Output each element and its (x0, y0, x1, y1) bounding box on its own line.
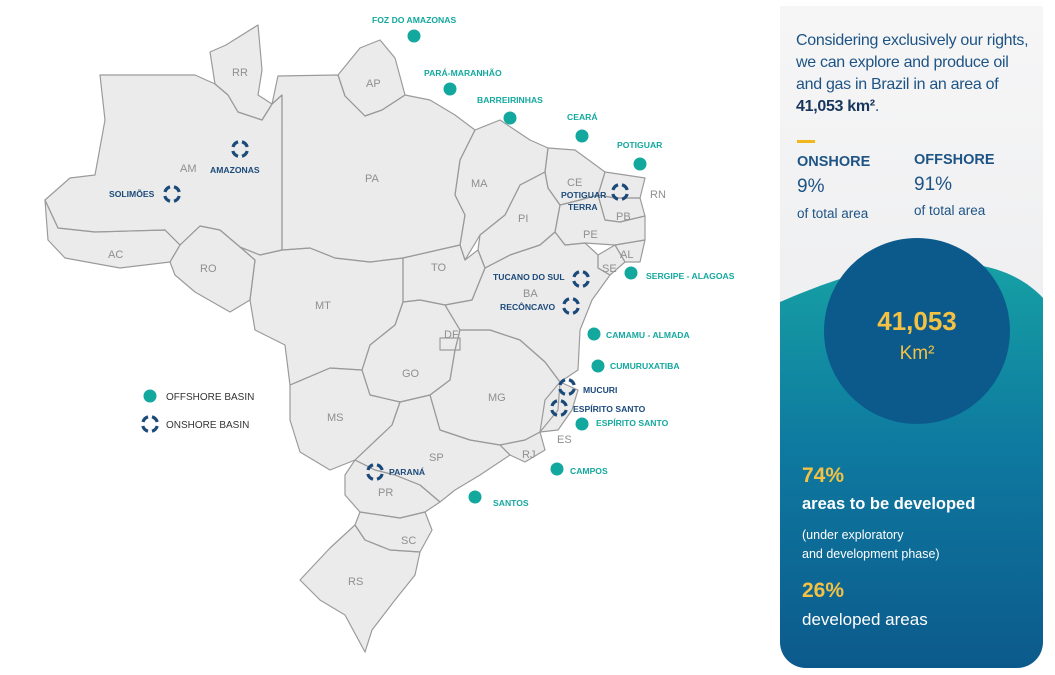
to-develop-note-1: (under exploratory (802, 528, 904, 542)
basin-sergipe-label: SERGIPE - ALAGOAS (646, 271, 735, 281)
offshore-basin-marker[interactable] (503, 111, 517, 125)
label-ro: RO (200, 263, 217, 275)
offshore-basins: FOZ DO AMAZONAS PARÁ-MARANHÃO BARREIRINH… (372, 15, 735, 508)
basin-solimoes-label: SOLIMÕES (109, 189, 155, 199)
onshore-heading: ONSHORE (797, 154, 871, 170)
basin-tucano-label: TUCANO DO SUL (493, 272, 565, 282)
basin-potiguar-terra-label-2: TERRA (568, 202, 598, 212)
offshore-basin-marker[interactable] (624, 266, 638, 280)
offshore-basin-marker[interactable] (443, 82, 457, 96)
label-rs: RS (348, 576, 363, 588)
basin-para-label: PARÁ-MARANHÃO (424, 68, 502, 78)
brazil-map-svg: RR AP AM PA MA CE RN PB PI PE AL SE AC R… (44, 15, 735, 653)
basin-esp-label: ESPÍRITO SANTO (596, 418, 669, 428)
offshore-basin-marker[interactable] (591, 359, 605, 373)
legend-offshore-label: OFFSHORE BASIN (166, 392, 254, 403)
basin-reconcavo-label: RECÔNCAVO (500, 301, 556, 312)
circle-area-unit: Km² (899, 343, 935, 364)
label-ba: BA (523, 288, 538, 300)
basin-parana-label: PARANÁ (389, 467, 425, 477)
label-ap: AP (366, 78, 381, 90)
to-develop-note-2: and development phase) (802, 547, 940, 561)
brazil-basins-map: RR AP AM PA MA CE RN PB PI PE AL SE AC R… (44, 15, 735, 653)
map-legend: OFFSHORE BASIN ONSHORE BASIN (141, 389, 254, 433)
state-borders (44, 24, 646, 653)
area-info-panel: Considering exclusively our rights, we c… (780, 6, 1043, 668)
basin-santos-label: SANTOS (493, 498, 529, 508)
offshore-basin-marker[interactable] (407, 29, 421, 43)
onshore-percent: 9% (797, 176, 825, 197)
basin-potiguar-terra-label-1: POTIGUAR (561, 190, 607, 200)
label-rj: RJ (522, 449, 535, 461)
basin-camamu-label: CAMAMU - ALMADA (606, 330, 690, 340)
offshore-basin-marker[interactable] (550, 462, 564, 476)
label-df: DF (444, 329, 459, 341)
label-pb: PB (616, 211, 631, 223)
basin-campos-label: CAMPOS (570, 466, 608, 476)
basin-potiguar-label: POTIGUAR (617, 140, 663, 150)
label-pr: PR (378, 487, 393, 499)
label-am: AM (180, 163, 197, 175)
basin-cumuru-label: CUMURUXATIBA (610, 361, 680, 371)
panel-background (780, 6, 1043, 668)
basin-mucuri-label: MUCURI (583, 385, 617, 395)
label-pa: PA (365, 173, 380, 185)
offshore-heading: OFFSHORE (914, 152, 995, 168)
offshore-basin-marker[interactable] (575, 417, 589, 431)
to-develop-label: areas to be developed (802, 495, 976, 513)
accent-dash (797, 140, 815, 143)
intro-text: Considering exclusively our rights, we c… (796, 30, 1032, 118)
states-layer (44, 24, 646, 653)
legend-offshore-icon (143, 389, 157, 403)
label-ce: CE (567, 177, 582, 189)
offshore-basin-marker[interactable] (587, 327, 601, 341)
offshore-subtext: of total area (914, 203, 986, 218)
onshore-subtext: of total area (797, 206, 869, 221)
developed-label: developed areas (802, 610, 928, 629)
intro-end: . (874, 98, 879, 115)
offshore-basin-marker[interactable] (468, 490, 482, 504)
label-al: AL (620, 249, 633, 261)
label-rn: RN (650, 189, 666, 201)
basin-foz-label: FOZ DO AMAZONAS (372, 15, 456, 25)
intro-sentence: Considering exclusively our rights, we c… (796, 32, 1029, 93)
label-ma: MA (471, 178, 488, 190)
label-ac: AC (108, 249, 123, 261)
label-to: TO (431, 262, 447, 274)
label-go: GO (402, 368, 420, 380)
label-mt: MT (315, 300, 331, 312)
label-pi: PI (518, 213, 528, 225)
legend-onshore-label: ONSHORE BASIN (166, 420, 249, 431)
label-se: SE (602, 263, 617, 275)
label-sc: SC (401, 535, 416, 547)
label-rr: RR (232, 67, 248, 79)
legend-onshore-icon (141, 415, 159, 433)
label-pe: PE (583, 229, 598, 241)
label-mg: MG (488, 392, 506, 404)
basin-amazonas-label: AMAZONAS (210, 165, 260, 175)
to-develop-percent: 74% (802, 464, 845, 487)
label-ms: MS (327, 412, 344, 424)
label-sp: SP (429, 452, 444, 464)
basin-barr-label: BARREIRINHAS (477, 95, 543, 105)
basin-esp-on-label: ESPÍRITO SANTO (573, 404, 646, 414)
circle-area-value: 41,053 (877, 306, 957, 336)
intro-area-value: 41,053 km² (796, 98, 875, 115)
offshore-basin-marker[interactable] (633, 157, 647, 171)
state-labels: RR AP AM PA MA CE RN PB PI PE AL SE AC R… (108, 67, 666, 588)
onshore-basins: AMAZONAS SOLIMÕES POTIGUAR TERRA TUCANO … (109, 140, 646, 481)
label-es: ES (557, 434, 572, 446)
offshore-basin-marker[interactable] (575, 129, 589, 143)
basin-ceara-label: CEARÁ (567, 112, 598, 122)
offshore-percent: 91% (914, 174, 953, 195)
developed-percent: 26% (802, 579, 845, 602)
